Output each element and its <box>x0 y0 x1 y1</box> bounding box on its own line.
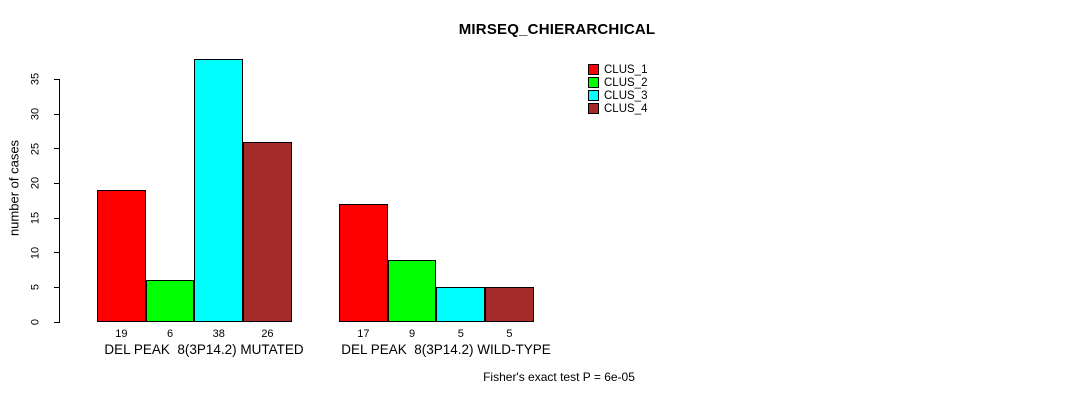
bar-value-label: 6 <box>166 328 174 340</box>
bar-value-label: 5 <box>457 328 464 340</box>
bar-clus-3-group2 <box>436 287 486 322</box>
y-tick <box>54 182 60 184</box>
bar-value-label: 19 <box>115 328 128 340</box>
chart-title: MIRSEQ_CHIERARCHICAL <box>458 21 656 38</box>
legend-swatch-clus-2 <box>588 77 599 88</box>
x-category-label: DEL PEAK 8(3P14.2) WILD-TYPE <box>341 342 551 357</box>
y-tick-label: 30 <box>29 107 42 121</box>
bar-clus-4-group1 <box>243 141 292 322</box>
legend-label: CLUS_1 <box>604 63 648 76</box>
y-tick <box>54 148 60 150</box>
y-tick <box>54 252 60 254</box>
bar-clus-1-group2 <box>339 204 388 322</box>
legend-label: CLUS_2 <box>604 76 648 89</box>
legend-swatch-clus-1 <box>588 64 599 75</box>
bar-clus-3-group1 <box>194 58 244 322</box>
bar-value-label: 9 <box>408 328 416 340</box>
bar-clus-2-group1 <box>145 280 195 322</box>
bar-value-label: 5 <box>506 328 513 340</box>
bar-value-label: 17 <box>357 328 370 340</box>
bar-value-label: 26 <box>261 328 274 340</box>
y-tick <box>54 321 60 323</box>
legend-swatch-clus-4 <box>588 103 599 114</box>
y-tick-label: 5 <box>29 284 42 291</box>
y-axis-line <box>59 79 60 322</box>
bar-clus-2-group2 <box>387 259 437 322</box>
legend-label: CLUS_3 <box>604 89 648 102</box>
y-tick-label: 25 <box>29 142 42 155</box>
bar-clus-1-group1 <box>97 190 146 322</box>
bar-clus-4-group2 <box>485 287 534 322</box>
legend-swatch-clus-3 <box>588 90 599 101</box>
y-tick-label: 20 <box>29 177 42 190</box>
y-tick-label: 10 <box>29 246 42 259</box>
y-tick <box>54 113 60 115</box>
y-axis-title: number of cases <box>6 139 22 237</box>
y-tick-label: 0 <box>29 318 42 326</box>
bar-value-label: 38 <box>212 328 225 340</box>
x-category-label: DEL PEAK 8(3P14.2) MUTATED <box>104 342 304 357</box>
y-tick <box>54 286 60 288</box>
legend-label: CLUS_4 <box>604 102 648 115</box>
y-tick <box>54 78 60 80</box>
y-tick <box>54 217 60 219</box>
y-tick-label: 35 <box>29 73 42 86</box>
y-tick-label: 15 <box>29 211 42 225</box>
fisher-test-annotation: Fisher's exact test P = 6e-05 <box>483 370 635 384</box>
